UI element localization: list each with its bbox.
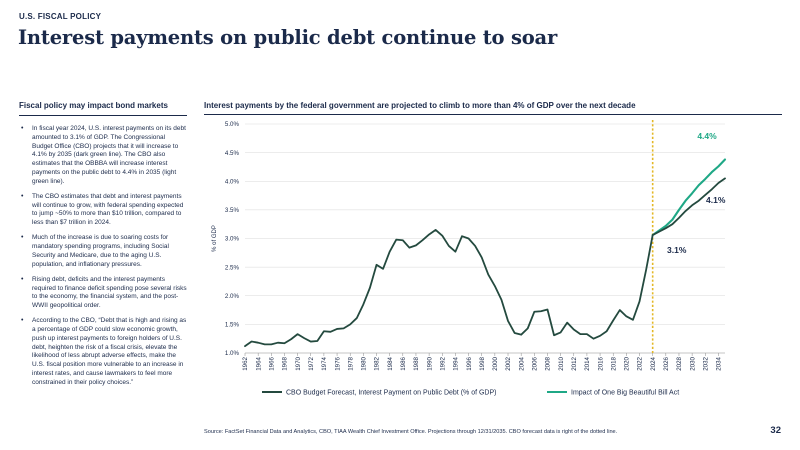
x-tick-label: 2028 xyxy=(676,356,683,370)
x-tick-label: 1986 xyxy=(400,356,407,370)
x-tick-label: 1984 xyxy=(387,356,394,370)
chart-heading: Interest payments by the federal governm… xyxy=(204,101,636,110)
page-title: Interest payments on public debt continu… xyxy=(18,26,558,49)
chart-heading-rule xyxy=(204,114,782,115)
x-tick-label: 1996 xyxy=(466,356,473,370)
legend-item-obbba-impact-label: Impact of One Big Beautiful Bill Act xyxy=(571,389,679,396)
x-tick-label: 1976 xyxy=(334,356,341,370)
x-tick-label: 1970 xyxy=(295,356,302,370)
y-tick-label: 2.0% xyxy=(225,293,240,300)
x-tick-label: 1968 xyxy=(282,356,289,370)
x-tick-label: 2024 xyxy=(650,356,657,370)
source-note: Source: FactSet Financial Data and Analy… xyxy=(204,429,618,435)
x-tick-label: 2012 xyxy=(571,356,578,370)
x-tick-label: 2010 xyxy=(558,356,565,370)
x-tick-label: 1982 xyxy=(374,356,381,370)
cbo-forecast-line xyxy=(244,177,726,348)
x-tick-label: 1990 xyxy=(426,356,433,370)
x-tick-label: 2034 xyxy=(716,356,723,370)
value-annotation: 4.4% xyxy=(697,131,717,141)
section-label: U.S. FISCAL POLICY xyxy=(19,12,102,21)
y-tick-label: 4.5% xyxy=(225,150,240,157)
x-tick-label: 2000 xyxy=(492,356,499,370)
legend-item-cbo-forecast-label: CBO Budget Forecast, Interest Payment on… xyxy=(286,389,496,396)
value-annotation: 3.1% xyxy=(667,245,687,255)
x-tick-label: 2020 xyxy=(624,356,631,370)
x-tick-label: 1998 xyxy=(479,356,486,370)
y-tick-label: 2.5% xyxy=(225,264,240,271)
x-tick-label: 2022 xyxy=(637,356,644,370)
x-tick-label: 1964 xyxy=(255,356,262,370)
x-tick-label: 2008 xyxy=(545,356,552,370)
x-tick-label: 2006 xyxy=(532,356,539,370)
x-tick-label: 2004 xyxy=(518,356,525,370)
x-tick-label: 1994 xyxy=(453,356,460,370)
bullet-item: In fiscal year 2024, U.S. interest payme… xyxy=(19,125,187,186)
x-tick-label: 2016 xyxy=(597,356,604,370)
y-tick-label: 5.0% xyxy=(225,121,240,128)
obbba-impact-line xyxy=(651,158,727,237)
y-tick-label: 1.5% xyxy=(225,322,240,329)
x-tick-label: 2030 xyxy=(689,356,696,370)
y-tick-label: 4.0% xyxy=(225,178,240,185)
y-axis-title: % of GDP xyxy=(212,225,218,252)
commentary-heading: Fiscal policy may impact bond markets xyxy=(19,101,187,116)
x-tick-label: 1988 xyxy=(413,356,420,370)
x-tick-label: 1992 xyxy=(439,356,446,370)
commentary-bullets: In fiscal year 2024, U.S. interest payme… xyxy=(19,125,187,387)
y-tick-label: 3.0% xyxy=(225,236,240,243)
bullet-item: Much of the increase is due to soaring c… xyxy=(19,234,187,269)
x-tick-label: 2018 xyxy=(610,356,617,370)
commentary-panel: Fiscal policy may impact bond markets In… xyxy=(19,101,187,394)
y-tick-label: 1.0% xyxy=(225,350,240,357)
x-tick-label: 1974 xyxy=(321,356,328,370)
x-tick-label: 1980 xyxy=(361,356,368,370)
x-tick-label: 2002 xyxy=(505,356,512,370)
x-tick-label: 2032 xyxy=(702,356,709,370)
page-number: 32 xyxy=(770,425,781,436)
value-annotation: 4.1% xyxy=(706,195,726,205)
x-tick-label: 2014 xyxy=(584,356,591,370)
x-tick-label: 1966 xyxy=(269,356,276,370)
bullet-item: Rising debt, deficits and the interest p… xyxy=(19,276,187,311)
x-tick-label: 1962 xyxy=(242,356,249,370)
bullet-item: The CBO estimates that debt and interest… xyxy=(19,193,187,228)
y-tick-label: 3.5% xyxy=(225,207,240,214)
bullet-item: According to the CBO, “Debt that is high… xyxy=(19,317,187,387)
x-tick-label: 1978 xyxy=(347,356,354,370)
x-tick-label: 2026 xyxy=(663,356,670,370)
x-tick-label: 1972 xyxy=(308,356,315,370)
